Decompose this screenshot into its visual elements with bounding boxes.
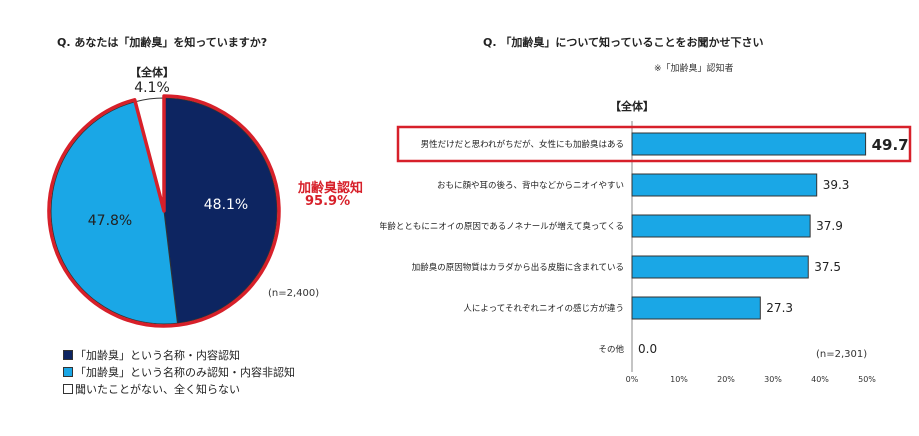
legend-item-never-heard: 聞いたことがない、全く知らない xyxy=(63,381,240,397)
x-tick-label: 10% xyxy=(670,375,688,384)
bar-section-label: 【全体】 xyxy=(610,100,654,113)
pie-section-label: 【全体】 xyxy=(130,66,174,79)
pie-sample-size: (n=2,400) xyxy=(268,288,320,299)
legend-swatch xyxy=(63,367,73,377)
recognition-highlight-outline xyxy=(47,94,281,328)
pie-value-label: 48.1% xyxy=(204,197,248,213)
bar-category-label: 年齢とともにニオイの原因であるノネナールが増えて臭ってくる xyxy=(380,221,624,232)
pie-slice xyxy=(163,97,278,324)
pie-slice xyxy=(50,101,179,325)
bar-value-label: 0.0 xyxy=(638,342,657,356)
legend-label: 「加齢臭」という名称のみ認知・内容非認知 xyxy=(75,366,295,379)
bar xyxy=(631,132,867,156)
x-tick-label: 50% xyxy=(858,375,876,384)
bar-category-label: おもに顔や耳の後ろ、背中などからニオイやすい xyxy=(437,180,624,191)
legend-swatch xyxy=(63,350,73,360)
bar-value-label: 37.5 xyxy=(814,260,841,274)
bar-respondent-note: ※「加齢臭」認知者 xyxy=(654,64,734,74)
recognition-callout-value: 95.9% xyxy=(305,194,351,209)
bar-value-label: 39.3 xyxy=(823,178,850,192)
pie-question-title: Q. あなたは「加齢臭」を知っていますか? xyxy=(57,36,268,49)
bar-category-label: 加齢臭の原因物質はカラダから出る皮脂に含まれている xyxy=(412,262,624,273)
pie-chart: 48.1% 47.8% 4.1% xyxy=(47,80,281,328)
bar-value-label: 49.7 xyxy=(872,136,909,154)
bar-chart: 0% 10% 20% 30% 40% 50% 男性だけだと思われがちだが、女性にも加齢臭はあ… xyxy=(380,121,912,384)
bar-category-label: その他 xyxy=(598,344,624,355)
bar xyxy=(631,296,761,320)
legend-item-name-only: 「加齢臭」という名称のみ認知・内容非認知 xyxy=(63,364,295,380)
legend-label: 「加齢臭」という名称・内容認知 xyxy=(75,349,240,362)
legend-swatch xyxy=(63,384,73,394)
pie-value-label: 47.8% xyxy=(88,213,132,229)
legend-label: 聞いたことがない、全く知らない xyxy=(75,383,240,396)
bar-category-label: 人によってそれぞれニオイの感じ方が違う xyxy=(463,303,624,314)
legend-item-full-recognition: 「加齢臭」という名称・内容認知 xyxy=(63,347,240,363)
bar xyxy=(631,173,818,197)
x-tick-label: 0% xyxy=(626,375,639,384)
x-tick-label: 40% xyxy=(811,375,829,384)
recognition-callout-label: 加齢臭認知 xyxy=(298,181,364,196)
highlight-box xyxy=(396,125,912,163)
bar-sample-size: (n=2,301) xyxy=(816,349,868,360)
bar-value-label: 37.9 xyxy=(816,219,843,233)
x-tick-label: 20% xyxy=(717,375,735,384)
bar xyxy=(631,214,811,238)
bar-question-title: Q. 「加齢臭」について知っていることをお聞かせ下さい xyxy=(483,36,764,49)
bar-value-label: 27.3 xyxy=(766,301,793,315)
bar-category-label: 男性だけだと思われがちだが、女性にも加齢臭はある xyxy=(421,139,624,150)
x-tick-label: 30% xyxy=(764,375,782,384)
bar xyxy=(631,255,809,279)
pie-value-label: 4.1% xyxy=(134,80,170,96)
